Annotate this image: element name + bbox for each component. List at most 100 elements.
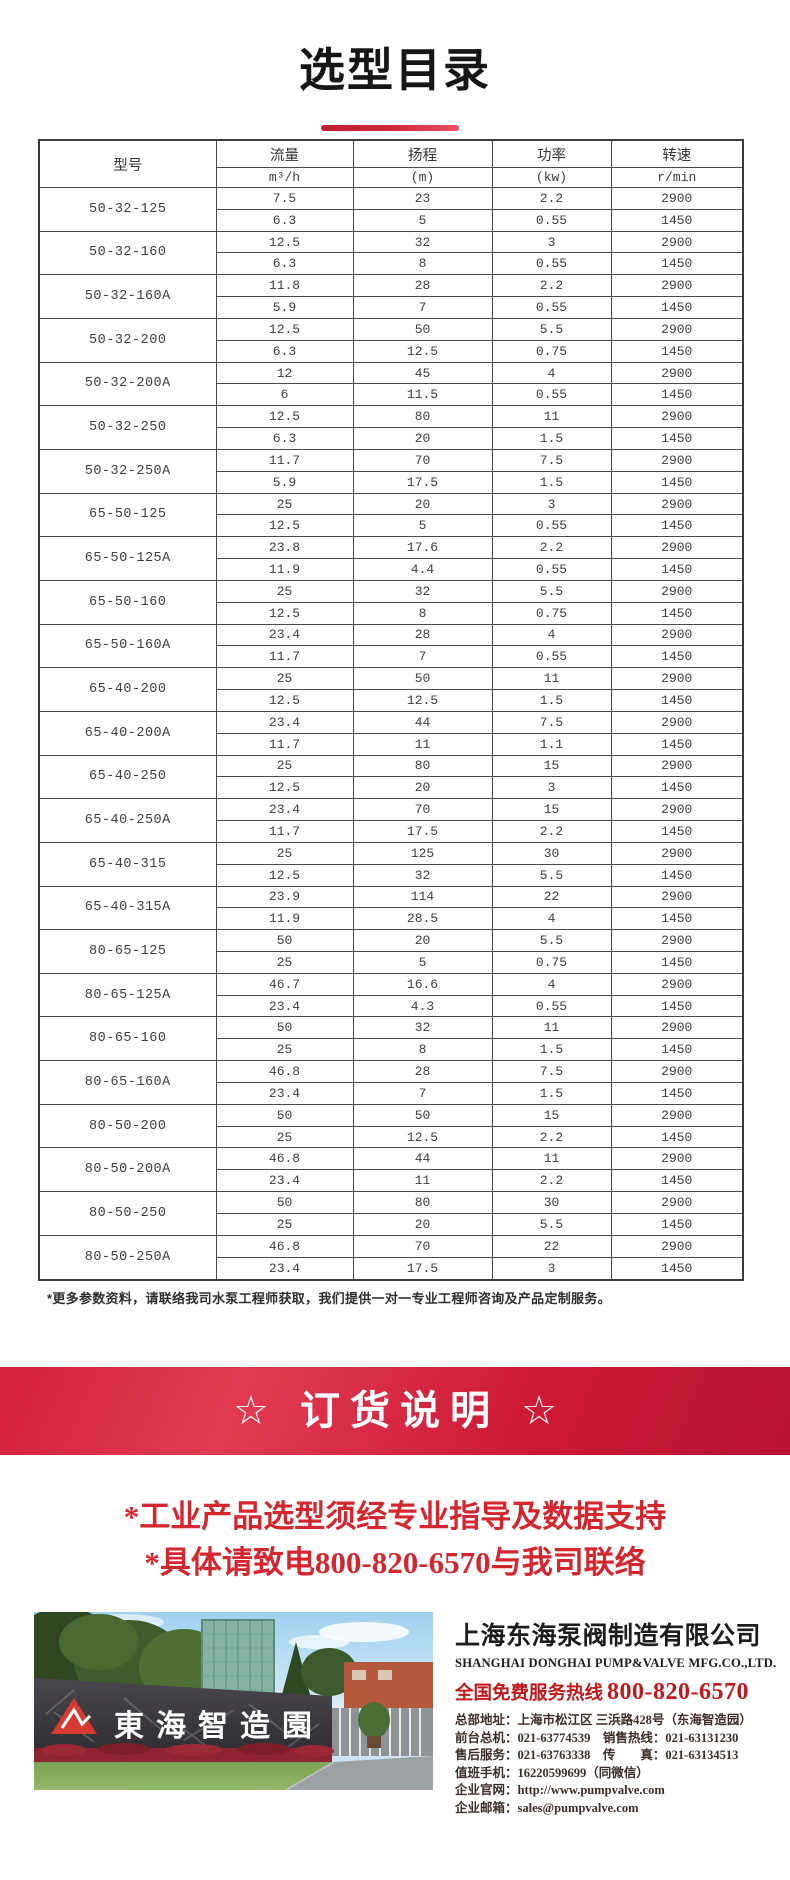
- value-cell: 2900: [610, 1234, 744, 1258]
- value-cell: 12.5: [352, 339, 493, 363]
- value-cell: 2900: [610, 710, 744, 734]
- value-cell: 70: [352, 448, 493, 472]
- value-cell: 1450: [610, 470, 744, 494]
- value-cell: 20: [352, 1212, 493, 1236]
- value-cell: 2.2: [491, 1169, 612, 1193]
- value-cell: 12.5: [215, 405, 354, 429]
- value-cell: 11.7: [215, 448, 354, 472]
- model-cell: 80-65-160: [38, 1016, 217, 1062]
- company-info-block: 上海东海泵阀制造有限公司 SHANGHAI DONGHAI PUMP&VALVE…: [455, 1616, 776, 1818]
- value-cell: 5.9: [215, 296, 354, 319]
- value-cell: 1.1: [491, 732, 612, 756]
- value-cell: 0.55: [491, 252, 612, 276]
- value-cell: 2900: [610, 187, 744, 210]
- value-cell: 1450: [610, 252, 744, 276]
- column-unit-flow: m³/h: [215, 167, 354, 188]
- value-cell: 11: [491, 667, 612, 691]
- value-cell: 23.4: [215, 1169, 354, 1193]
- value-cell: 2900: [610, 448, 744, 472]
- value-cell: 45: [352, 361, 493, 385]
- value-cell: 2900: [610, 405, 744, 429]
- value-cell: 11.5: [352, 383, 493, 407]
- value-cell: 50: [215, 929, 354, 952]
- model-cell: 80-65-125A: [38, 972, 217, 1018]
- value-cell: 50: [215, 1191, 354, 1214]
- service-hotline: 全国免费服务热线 800-820-6570: [455, 1679, 763, 1706]
- value-cell: 4: [491, 972, 612, 996]
- value-cell: 3: [491, 230, 612, 254]
- table-row: 50-32-160A 11.8 28 2.2 2900: [38, 274, 744, 319]
- value-cell: 4.3: [352, 994, 493, 1018]
- value-cell: 1450: [610, 339, 744, 363]
- value-cell: 17.5: [352, 470, 493, 494]
- value-cell: 17.5: [352, 820, 493, 843]
- value-cell: 15: [491, 754, 612, 778]
- value-cell: 11: [352, 1169, 493, 1193]
- model-cell: 65-40-315A: [38, 885, 217, 931]
- contact-line: 企业官网：http://www.pumpvalve.com: [455, 1783, 665, 1798]
- value-cell: 1450: [610, 645, 744, 669]
- value-cell: 0.75: [491, 950, 612, 974]
- value-cell: 23.9: [215, 885, 354, 909]
- value-cell: 7: [352, 296, 493, 319]
- table-row: 65-40-250 25 80 15 2900: [38, 754, 744, 800]
- value-cell: 8: [352, 1038, 493, 1062]
- value-cell: 2900: [610, 972, 744, 996]
- value-cell: 28: [352, 1060, 493, 1083]
- value-cell: 5: [352, 208, 493, 232]
- table-row: 65-40-315A 23.9 114 22 2900: [38, 885, 744, 931]
- value-cell: 6.3: [215, 427, 354, 450]
- value-cell: 32: [352, 230, 493, 254]
- table-row: 6.3 12.5 0.75 1450: [39, 339, 744, 363]
- value-cell: 0.75: [491, 601, 612, 625]
- ordering-instructions-banner: ☆ 订货说明 ☆: [0, 1367, 790, 1455]
- table-row: 50-32-250 12.5 80 11 2900: [38, 405, 744, 450]
- value-cell: 2900: [610, 579, 744, 603]
- value-cell: 1450: [610, 732, 744, 756]
- value-cell: 25: [215, 1125, 354, 1149]
- model-cell: 50-32-160: [38, 230, 217, 276]
- column-header-speed: 转速: [610, 139, 744, 168]
- value-cell: 50: [352, 317, 493, 341]
- model-cell: 50-32-250A: [38, 448, 217, 494]
- value-cell: 25: [215, 754, 354, 778]
- value-cell: 5.5: [491, 317, 612, 341]
- value-cell: 12.5: [215, 317, 354, 341]
- value-cell: 12.5: [215, 863, 354, 887]
- value-cell: 28: [352, 623, 493, 647]
- value-cell: 12: [215, 361, 354, 385]
- value-cell: 25: [215, 841, 354, 865]
- table-row: 25 5 0.75 1450: [39, 950, 744, 974]
- value-cell: 5.5: [491, 1212, 612, 1236]
- value-cell: 5: [352, 950, 493, 974]
- model-cell: 65-40-315: [38, 841, 217, 887]
- value-cell: 2900: [610, 754, 744, 778]
- table-row: 80-65-160 50 32 11 2900: [38, 1016, 744, 1062]
- value-cell: 3: [491, 1256, 612, 1281]
- value-cell: 5.9: [215, 470, 354, 494]
- model-cell: 50-32-160A: [38, 274, 217, 319]
- table-row: 25 12.5 2.2 1450: [39, 1125, 744, 1149]
- table-row: 50-32-250A 11.7 70 7.5 2900: [38, 448, 744, 494]
- value-cell: 7: [352, 645, 493, 669]
- table-row: 12.5 32 5.5 1450: [39, 863, 744, 887]
- value-cell: 2.2: [491, 274, 612, 298]
- table-row: 11.7 11 1.1 1450: [39, 732, 744, 756]
- contact-lines: 总部地址：上海市松江区 三浜路428号（东海智造园） 前台总机：021-63774…: [455, 1712, 763, 1818]
- value-cell: 7.5: [491, 448, 612, 472]
- column-header-flow: 流量: [215, 139, 354, 168]
- table-row: 80-65-125A 46.7 16.6 4 2900: [38, 972, 744, 1018]
- value-cell: 44: [352, 1147, 493, 1171]
- value-cell: 1450: [610, 820, 744, 843]
- model-cell: 80-50-250: [38, 1191, 217, 1236]
- value-cell: 2.2: [491, 536, 612, 560]
- table-row: 65-40-315 25 125 30 2900: [38, 841, 744, 887]
- value-cell: 50: [215, 1016, 354, 1040]
- value-cell: 30: [491, 1191, 612, 1214]
- value-cell: 2900: [610, 885, 744, 909]
- table-row: 50-32-125 7.5 23 2.2 2900: [38, 187, 744, 232]
- value-cell: 17.6: [352, 536, 493, 560]
- model-cell: 65-50-160A: [38, 623, 217, 669]
- column-header-model: 型号: [38, 139, 217, 188]
- table-row: 12.5 5 0.55 1450: [39, 514, 744, 538]
